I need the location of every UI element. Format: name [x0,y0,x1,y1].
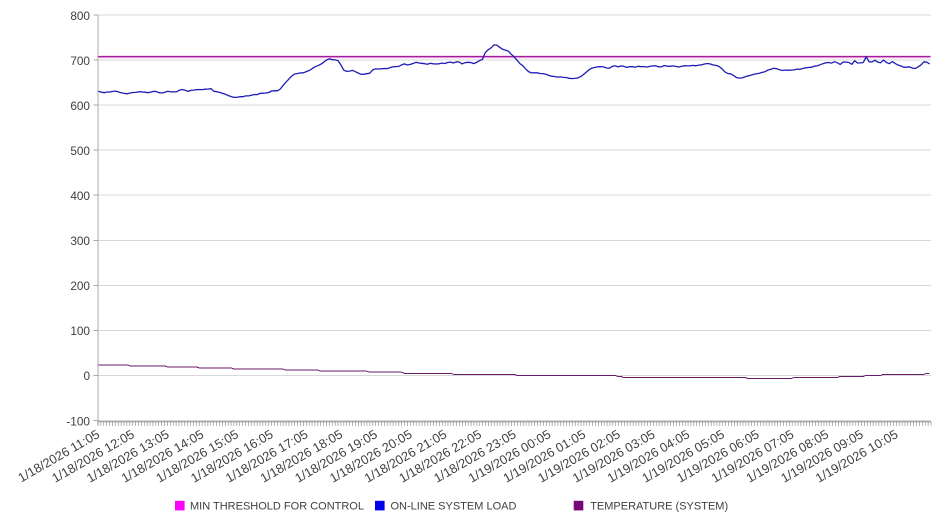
svg-text:200: 200 [70,279,90,293]
svg-text:800: 800 [70,9,90,23]
svg-text:ON-LINE SYSTEM LOAD: ON-LINE SYSTEM LOAD [391,500,517,512]
svg-text:-100: -100 [66,414,90,428]
svg-text:300: 300 [70,234,90,248]
svg-text:400: 400 [70,189,90,203]
svg-text:600: 600 [70,99,90,113]
svg-text:MIN THRESHOLD FOR CONTROL: MIN THRESHOLD FOR CONTROL [190,500,364,512]
svg-text:700: 700 [70,54,90,68]
svg-text:500: 500 [70,144,90,158]
svg-text:100: 100 [70,324,90,338]
svg-text:TEMPERATURE (SYSTEM): TEMPERATURE (SYSTEM) [590,500,728,512]
svg-text:0: 0 [83,369,90,383]
